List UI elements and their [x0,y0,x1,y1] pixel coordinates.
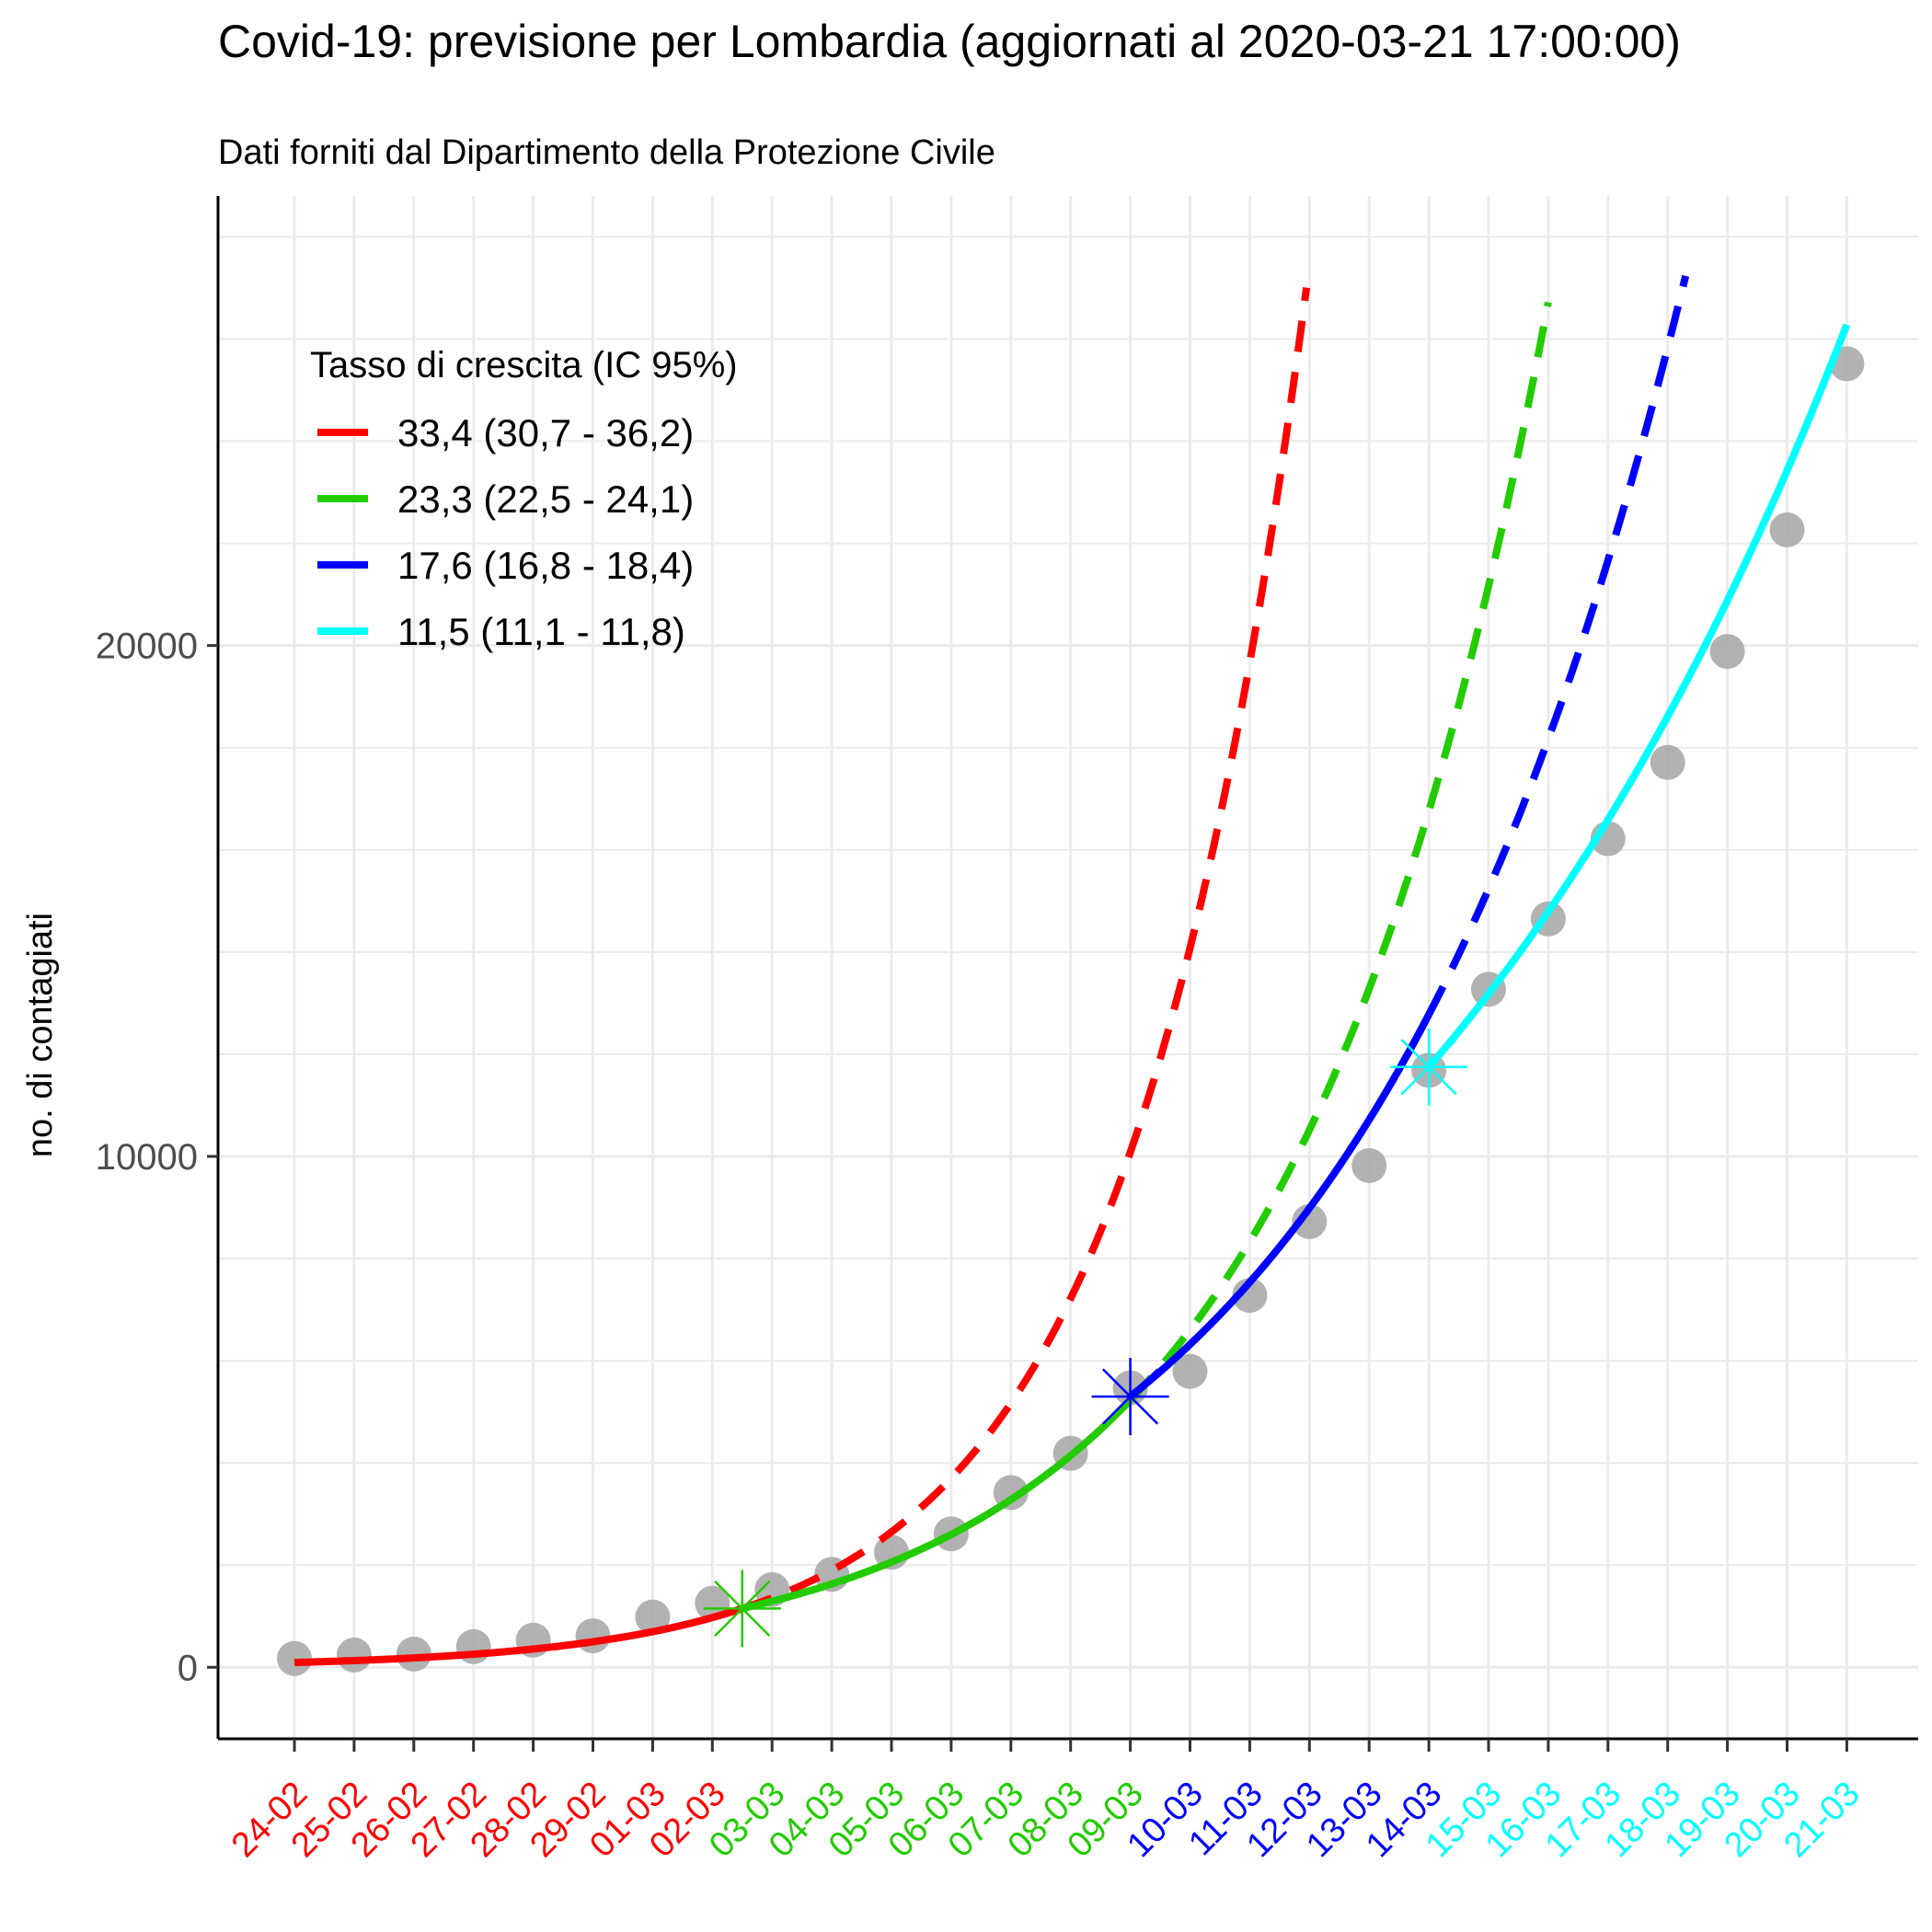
breakpoint-stroke [1400,1039,1457,1096]
data-point [1650,744,1685,780]
data-point [1172,1353,1208,1389]
chart-subtitle: Dati forniti dal Dipartimento della Prot… [218,133,995,172]
fit-projection-line-1 [1127,301,1552,1403]
data-point [1351,1147,1387,1183]
legend-title: Tasso di crescita (IC 95%) [310,345,738,385]
series-layer [277,274,1865,1676]
data-point [1769,512,1805,547]
y-tick-label: 10000 [96,1137,198,1178]
breakpoint-stroke [714,1580,771,1637]
breakpoint-marker-1 [1091,1357,1169,1435]
chart-title: Covid-19: previsione per Lombardia (aggi… [218,16,1681,67]
legend-label: 23,3 (22,5 - 24,1) [397,477,694,521]
legend-items: 33,4 (30,7 - 36,2) 23,3 (22,5 - 24,1) 17,6… [317,411,694,653]
grid-layer [218,196,1918,1739]
fit-line-3 [1426,323,1851,1070]
y-tick-label: 20000 [96,627,198,667]
fit-line-1 [741,1397,1133,1613]
fit-line-2 [1128,1012,1432,1400]
data-point [336,1637,372,1673]
legend-label: 17,6 (16,8 - 18,4) [397,544,694,587]
data-point [455,1628,491,1664]
y-tick-label: 0 [178,1648,198,1688]
fit-line-0 [294,1604,744,1666]
data-point [635,1599,671,1635]
data-point [575,1618,611,1654]
data-point [396,1636,431,1672]
data-point [277,1640,312,1676]
fit-projection-line-0 [741,287,1311,1613]
breakpoint-stroke [1102,1368,1159,1425]
legend-label: 11,5 (11,1 - 11,8) [397,610,685,653]
fit-projection-line-2 [1425,274,1690,1017]
legend-label: 33,4 (30,7 - 36,2) [397,411,694,454]
breakpoint-marker-2 [1390,1028,1468,1106]
data-point [1292,1203,1328,1239]
legend: Tasso di crescita (IC 95%) 33,4 (30,7 - … [310,345,738,653]
y-axis-title: no. di contagiati [21,913,60,1157]
axis-layer: 0100002000024-0225-0226-0227-0228-0229-0… [96,196,1918,1865]
breakpoint-marker-0 [703,1570,781,1648]
data-point [1709,634,1745,670]
